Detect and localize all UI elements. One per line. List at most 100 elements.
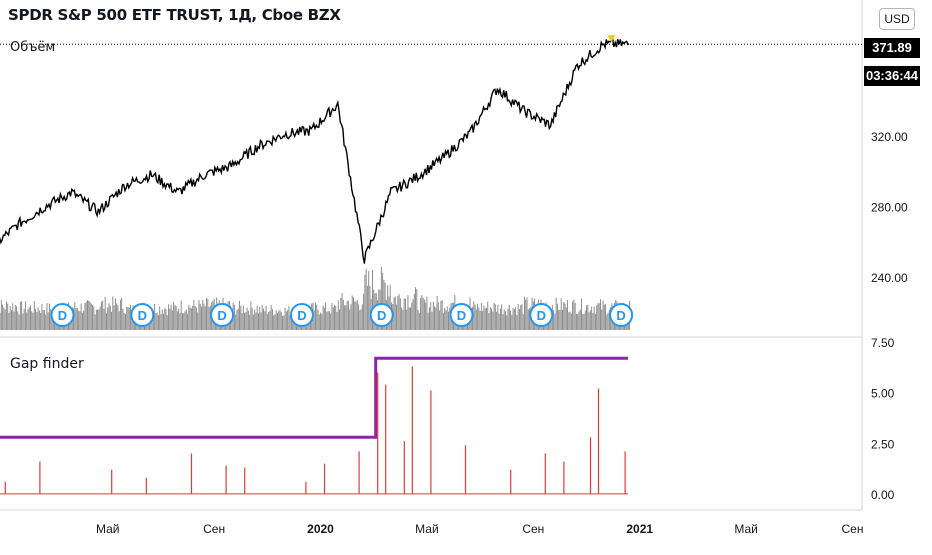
volume-bar [89,301,91,330]
volume-bar [498,313,500,330]
volume-bar [14,305,16,330]
volume-bar [154,303,156,330]
volume-bar [123,313,125,330]
volume-bar [50,309,52,330]
volume-bar [254,309,256,330]
dividend-marker-icon [529,303,554,327]
volume-bar [131,313,133,330]
volume-bar [236,309,238,330]
volume-bar [436,295,438,330]
volume-bar [572,301,574,330]
volume-bar [488,313,490,330]
volume-bar [512,308,514,330]
volume-bar [372,270,373,330]
volume-bar [260,312,262,330]
volume-bar [74,302,76,330]
volume-bar [412,299,414,330]
volume-bar [565,307,567,330]
volume-bar [178,308,180,330]
volume-bar [344,305,346,330]
volume-bar [104,296,106,330]
volume-bar [279,309,281,330]
dividend-marker-label: D [616,308,625,323]
volume-bar [22,313,24,330]
volume-bar [397,295,399,330]
volume-bar [336,311,338,330]
volume-bar [401,307,403,330]
volume-bar [240,305,242,330]
time-axis-tick-label: Май [734,522,758,536]
volume-bar [475,309,477,330]
volume-bar [510,310,512,330]
volume-bar [363,293,365,330]
volume-bar [76,308,78,330]
volume-bar [597,303,599,330]
volume-bar [347,300,349,330]
volume-bar [179,313,181,330]
volume-bar [112,296,114,330]
volume-bar [393,297,395,330]
volume-bar [596,305,598,330]
volume-bar [169,308,171,330]
dividend-marker-icon [289,303,314,327]
volume-bar [100,301,102,330]
volume-bar [28,307,30,330]
volume-bar [168,304,170,330]
volume-bar [19,301,21,330]
volume-bar [359,310,361,330]
volume-bar [445,310,447,330]
volume-bar [479,310,481,330]
gap-finder-pane-label: Gap finder [10,356,84,372]
volume-bar [335,305,337,330]
volume-bar [404,298,406,330]
volume-bar [208,306,210,330]
volume-bar [355,301,357,330]
volume-bar [522,313,524,330]
volume-bar [12,303,14,330]
volume-bar [520,305,522,330]
volume-bar [125,314,126,330]
volume-bar [326,311,328,330]
volume-bar [573,299,575,330]
volume-bar [427,312,429,330]
volume-bar [152,310,154,330]
volume-bar [416,289,418,330]
volume-bar [315,302,316,330]
volume-bar [32,312,34,330]
volume-bar [116,303,118,330]
volume-bar [413,294,415,330]
volume-bar [351,295,353,330]
high-marker-icon [607,35,616,43]
volume-bar [493,302,495,330]
volume-bar [487,301,489,330]
volume-bar [187,313,189,330]
volume-bar [444,307,446,330]
volume-bar [320,312,322,330]
volume-bar [209,305,211,330]
volume-bar [600,299,601,330]
volume-bar [398,294,400,330]
volume-bar [252,314,254,330]
volume-bar [484,308,486,330]
volume-bar [408,307,410,330]
volume-bar [31,311,33,330]
volume-bar [350,304,352,330]
volume-bar [49,303,50,330]
volume-bar [556,303,558,330]
volume-bar [555,297,557,330]
volume-bar [588,312,590,330]
volume-bar [114,298,116,330]
dividend-marker-icon [50,303,75,327]
volume-bar [280,312,282,330]
volume-bar [118,311,120,330]
volume-bar [203,303,205,330]
volume-bar [264,311,266,330]
volume-bar [235,314,237,330]
volume-bar [322,305,324,330]
dividend-marker-label: D [537,308,546,323]
volume-bar [327,310,329,330]
volume-bar [98,309,100,330]
currency-selector-button[interactable]: USD [879,8,915,30]
volume-bar [106,313,107,330]
